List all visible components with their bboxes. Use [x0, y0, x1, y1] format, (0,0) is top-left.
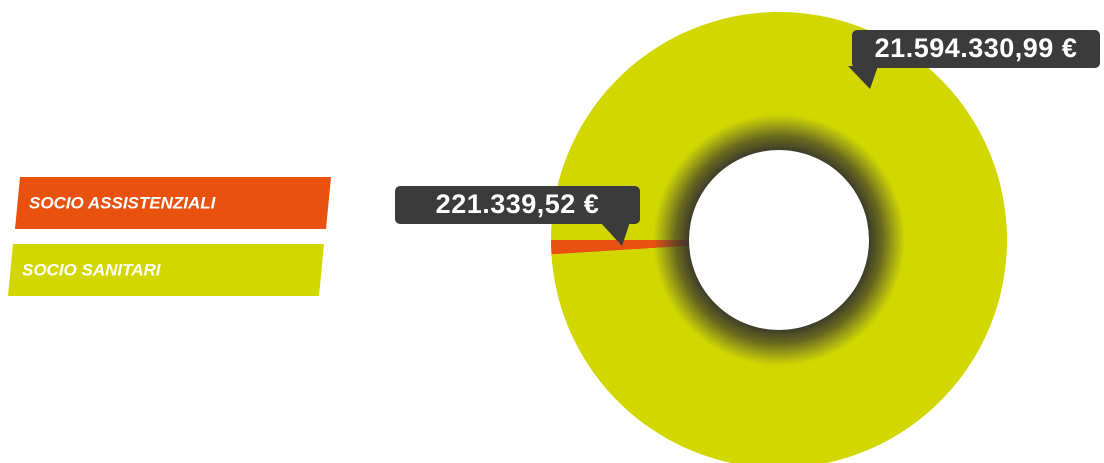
legend-label: SOCIO SANITARI [22, 260, 162, 279]
legend-label: SOCIO ASSISTENZIALI [29, 193, 217, 212]
donut-hole [689, 150, 869, 330]
legend-swatch [15, 177, 331, 229]
tooltip-pointer [848, 66, 878, 89]
value-label: 221.339,52 € [436, 189, 600, 219]
value-label: 21.594.330,99 € [875, 33, 1078, 63]
tooltips: 221.339,52 € 21.594.330,99 € [395, 30, 1100, 246]
tooltip-pointer [600, 222, 630, 246]
legend: SOCIO ASSISTENZIALI SOCIO SANITARI [8, 177, 331, 296]
tooltip-box [852, 30, 1100, 68]
tooltip-box [395, 186, 640, 224]
legend-swatch [8, 244, 324, 296]
donut-slice [551, 12, 1007, 463]
